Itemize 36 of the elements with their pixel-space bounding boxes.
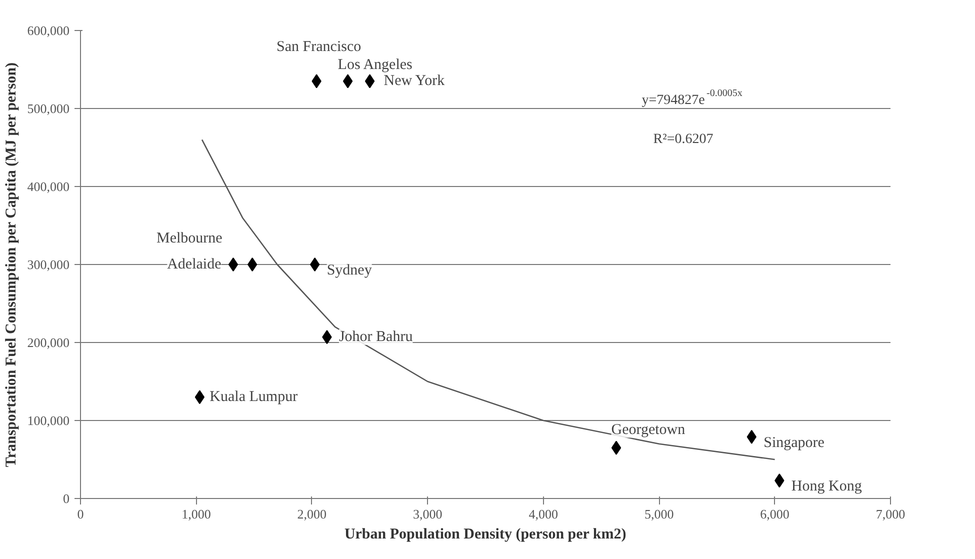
- x-tick-label: 5,000: [644, 506, 674, 522]
- annotation: Georgetown: [611, 422, 686, 438]
- point: [364, 74, 375, 88]
- y-tick-label: 400,000: [27, 179, 70, 194]
- x-tick-label: 4,000: [528, 506, 558, 522]
- point: [342, 74, 353, 88]
- y-tick-label: 300,000: [27, 257, 70, 272]
- x-tick-label: 0: [77, 506, 84, 522]
- y-tick-label: 0: [63, 491, 70, 506]
- annotation: Los Angeles: [338, 57, 413, 74]
- y-axis-title: Transportation Fuel Consumption per Captita (MJ per person): [3, 62, 20, 468]
- point: [194, 390, 205, 404]
- x-axis-title: Urban Population Density (person per km2): [344, 526, 626, 542]
- x-tick-label: 3,000: [413, 506, 442, 522]
- annotation: Sydney: [326, 262, 372, 278]
- x-tick-label: 7,000: [876, 506, 906, 522]
- annotation: Melbourne: [156, 230, 223, 246]
- annotation: Kuala Lumpur: [210, 389, 298, 406]
- annotation: Singapore: [764, 434, 825, 451]
- y-tick-label: 500,000: [27, 101, 70, 116]
- annotation: New York: [384, 73, 446, 90]
- point: [310, 258, 320, 272]
- x-tick-label: 1,000: [182, 506, 211, 522]
- x-tick-label: 6,000: [760, 506, 790, 522]
- annotation: San Francisco: [276, 39, 362, 56]
- annotation: Johor Bahru: [338, 329, 414, 346]
- annotation: R²=0.6207: [653, 132, 714, 148]
- y-tick-label: 100,000: [27, 413, 70, 428]
- annotation: Adelaide: [167, 256, 222, 272]
- x-tick-label: 2,000: [297, 506, 327, 522]
- point: [248, 258, 258, 272]
- y-tick-label: 600,000: [27, 23, 70, 38]
- y-tick-label: 200,000: [27, 335, 70, 350]
- annotation: Hong Kong: [791, 478, 862, 495]
- point: [611, 440, 622, 455]
- point: [228, 258, 238, 272]
